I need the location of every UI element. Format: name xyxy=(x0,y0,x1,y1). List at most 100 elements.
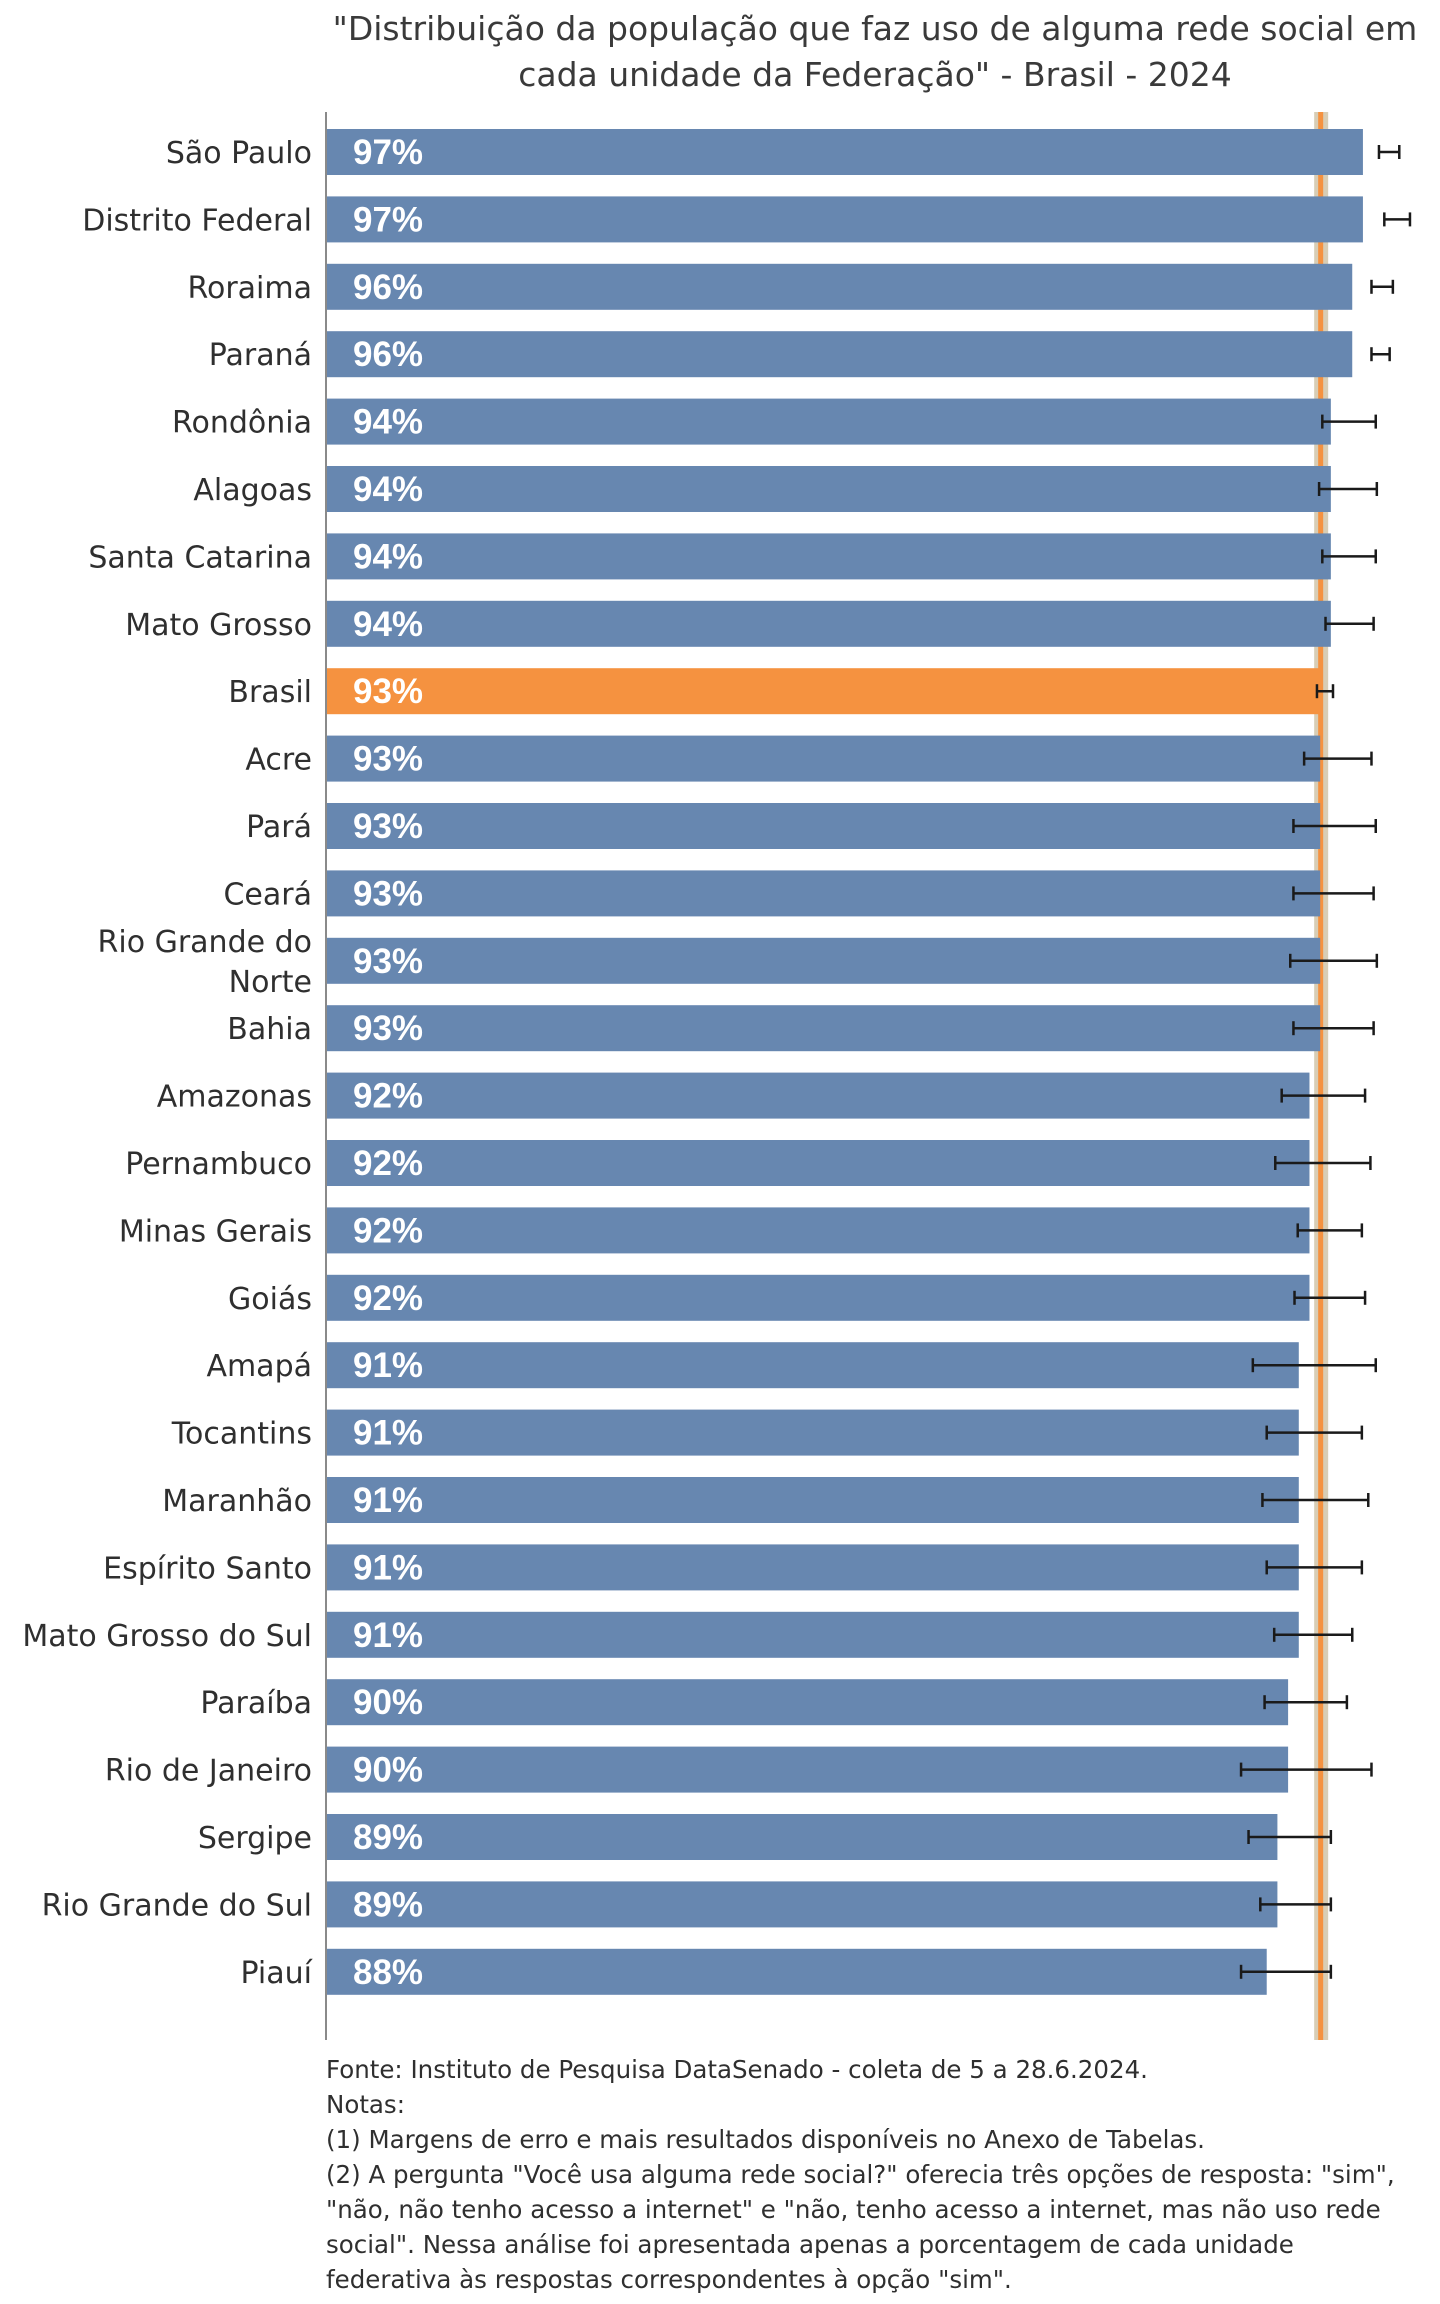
error-bar-paraiba xyxy=(1263,1695,1349,1710)
value-label-alagoas: 94% xyxy=(353,470,423,509)
reference-line-group xyxy=(1314,112,1329,2040)
error-bar-rio-grande-do-sul xyxy=(1259,1897,1333,1912)
category-label-rondonia: Rondônia xyxy=(172,406,312,441)
category-label-sergipe: Sergipe xyxy=(198,1821,312,1856)
value-label-amapa: 91% xyxy=(353,1346,423,1385)
bar-santa-catarina xyxy=(326,533,1331,580)
category-label-tocantins: Tocantins xyxy=(171,1417,312,1452)
bar-amapa xyxy=(326,1342,1299,1389)
value-label-distrito-federal: 97% xyxy=(353,200,423,239)
footnote-note-2: (2) A pergunta "Você usa alguma rede soc… xyxy=(326,2160,1395,2294)
value-label-minas-gerais: 92% xyxy=(353,1211,423,1250)
error-bar-mato-grosso xyxy=(1324,616,1375,631)
bar-rio-de-janeiro xyxy=(326,1746,1289,1793)
value-label-amazonas: 92% xyxy=(353,1077,423,1116)
value-label-maranhao: 91% xyxy=(353,1481,423,1520)
category-label-mato-grosso-do-sul: Mato Grosso do Sul xyxy=(22,1619,312,1654)
bar-mato-grosso-do-sul xyxy=(326,1611,1299,1658)
error-bars-group xyxy=(1239,145,1412,1979)
error-bar-acre xyxy=(1302,751,1373,766)
bar-minas-gerais xyxy=(326,1207,1310,1254)
error-bar-rio-grande-do-norte xyxy=(1288,953,1379,968)
category-label-goias: Goiás xyxy=(228,1282,312,1317)
category-label-rio-grande-do-sul: Rio Grande do Sul xyxy=(42,1888,312,1923)
value-label-acre: 93% xyxy=(353,740,423,779)
reference-line xyxy=(1318,112,1324,2040)
bar-paraiba xyxy=(326,1679,1289,1726)
category-label-bahia: Bahia xyxy=(227,1012,312,1047)
category-label-acre: Acre xyxy=(245,743,312,778)
value-label-rio-grande-do-norte: 93% xyxy=(353,942,423,981)
category-label-rio-grande-do-norte: Rio Grande do Norte xyxy=(98,925,312,1000)
bar-brasil xyxy=(326,668,1321,715)
chart-title: "Distribuição da população que faz uso d… xyxy=(332,9,1418,94)
bar-amazonas xyxy=(326,1072,1310,1119)
category-label-amazonas: Amazonas xyxy=(157,1080,312,1115)
error-bar-piaui xyxy=(1239,1964,1333,1979)
value-label-sao-paulo: 97% xyxy=(353,133,423,172)
error-bar-brasil xyxy=(1315,684,1335,699)
value-label-rondonia: 94% xyxy=(353,403,423,442)
bar-roraima xyxy=(326,263,1353,310)
error-bar-pernambuco xyxy=(1274,1156,1372,1170)
category-label-amapa: Amapá xyxy=(206,1349,312,1384)
bar-rondonia xyxy=(326,398,1331,445)
error-bar-alagoas xyxy=(1317,482,1379,496)
bars-group xyxy=(326,129,1363,1995)
error-bar-santa-catarina xyxy=(1321,549,1378,564)
value-label-brasil: 93% xyxy=(353,672,423,711)
value-label-paraiba: 90% xyxy=(353,1683,423,1722)
value-label-para: 93% xyxy=(353,807,423,846)
value-label-roraima: 96% xyxy=(353,268,423,307)
value-label-santa-catarina: 94% xyxy=(353,537,423,576)
value-label-rio-grande-do-sul: 89% xyxy=(353,1885,423,1924)
bar-sao-paulo xyxy=(326,129,1363,175)
category-label-parana: Paraná xyxy=(209,338,312,373)
error-bar-ceara xyxy=(1292,886,1375,901)
category-label-sao-paulo: São Paulo xyxy=(166,136,312,171)
bar-bahia xyxy=(326,1005,1321,1052)
category-label-roraima: Roraima xyxy=(187,271,312,306)
error-bar-roraima xyxy=(1370,279,1395,294)
error-bar-amapa xyxy=(1251,1358,1378,1373)
category-label-pernambuco: Pernambuco xyxy=(125,1147,312,1182)
value-label-goias: 92% xyxy=(353,1279,423,1318)
value-label-ceara: 93% xyxy=(353,874,423,913)
error-bar-goias xyxy=(1293,1290,1367,1305)
error-bar-parana xyxy=(1370,347,1391,362)
bar-rio-grande-do-norte xyxy=(326,937,1321,984)
value-label-bahia: 93% xyxy=(353,1009,423,1048)
value-label-espirito-santo: 91% xyxy=(353,1548,423,1587)
value-label-piaui: 88% xyxy=(353,1953,423,1992)
bar-chart: 97% São Paulo 97% Distrito Federal 96% Roraim… xyxy=(22,112,1412,2040)
category-label-espirito-santo: Espírito Santo xyxy=(103,1551,312,1586)
category-label-rio-de-janeiro: Rio de Janeiro xyxy=(105,1754,312,1789)
value-label-sergipe: 89% xyxy=(353,1818,423,1857)
bar-pernambuco xyxy=(326,1140,1310,1186)
footnote-note-1: (1) Margens de erro e mais resultados di… xyxy=(326,2125,1205,2154)
error-bar-amazonas xyxy=(1280,1088,1367,1103)
value-label-rio-de-janeiro: 90% xyxy=(353,1751,423,1790)
bar-sergipe xyxy=(326,1814,1278,1860)
value-label-mato-grosso: 94% xyxy=(353,605,423,644)
footnote-notes-header: Notas: xyxy=(326,2090,405,2119)
category-label-alagoas: Alagoas xyxy=(193,473,312,508)
bar-maranhao xyxy=(326,1477,1299,1523)
error-bar-tocantins xyxy=(1265,1425,1364,1440)
value-label-parana: 96% xyxy=(353,335,423,374)
error-bar-sao-paulo xyxy=(1377,145,1401,159)
error-bar-maranhao xyxy=(1261,1493,1370,1507)
category-label-piaui: Piauí xyxy=(241,1956,314,1991)
error-bar-distrito-federal xyxy=(1383,212,1412,227)
error-bar-para xyxy=(1292,819,1378,833)
bar-distrito-federal xyxy=(326,196,1363,243)
footnote: Fonte: Instituto de Pesquisa DataSenado … xyxy=(326,2052,1426,2297)
category-label-santa-catarina: Santa Catarina xyxy=(88,540,312,575)
bar-tocantins xyxy=(326,1409,1299,1456)
bar-parana xyxy=(326,331,1353,378)
bar-goias xyxy=(326,1274,1310,1321)
bar-mato-grosso xyxy=(326,600,1331,647)
category-label-minas-gerais: Minas Gerais xyxy=(119,1214,312,1249)
value-label-pernambuco: 92% xyxy=(353,1144,423,1183)
labels-group: 97% São Paulo 97% Distrito Federal 96% Roraim… xyxy=(22,133,423,1992)
